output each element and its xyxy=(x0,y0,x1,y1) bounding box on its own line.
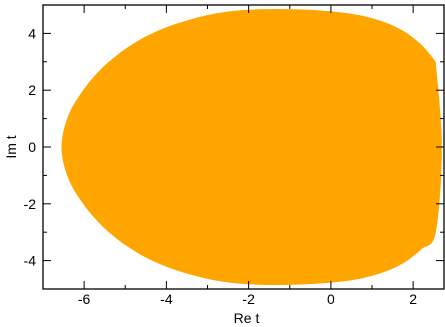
y-tick-label: 2 xyxy=(28,82,36,98)
x-tick-label: -2 xyxy=(242,291,255,307)
x-tick-label: -6 xyxy=(78,291,91,307)
x-tick-label: 0 xyxy=(327,291,335,307)
x-tick-label: 2 xyxy=(409,291,417,307)
plot-frame xyxy=(42,4,445,290)
y-tick-label: 0 xyxy=(28,139,36,155)
x-axis-ticks: -6 -4 -2 0 2 xyxy=(42,5,417,307)
x-tick-label: -4 xyxy=(160,291,173,307)
y-tick-label: -4 xyxy=(24,253,37,269)
y-tick-label: 4 xyxy=(28,25,36,41)
y-axis-ticks: -4 -2 0 2 4 xyxy=(24,4,444,290)
y-axis-label: Im t xyxy=(3,135,19,158)
y-tick-label: -2 xyxy=(24,196,37,212)
x-axis-label: Re t xyxy=(234,310,260,326)
plot-area xyxy=(61,8,442,286)
filled-region-0 xyxy=(61,8,442,286)
